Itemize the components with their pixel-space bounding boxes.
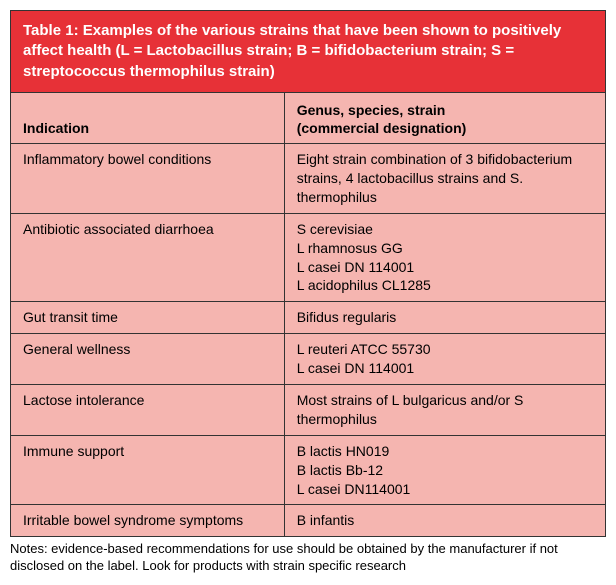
cell-indication: Immune support — [11, 435, 285, 505]
column-header-indication: Indication — [11, 92, 285, 143]
table-notes: Notes: evidence-based recommendations fo… — [10, 541, 606, 575]
table-row: Lactose intolerance Most strains of L bu… — [11, 385, 606, 436]
cell-indication: Lactose intolerance — [11, 385, 285, 436]
table-row: Immune support B lactis HN019B lactis Bb… — [11, 435, 606, 505]
cell-genus: Most strains of L bulgaricus and/or S th… — [284, 385, 605, 436]
cell-genus: S cerevisiaeL rhamnosus GGL casei DN 114… — [284, 213, 605, 302]
table-row: Antibiotic associated diarrhoea S cerevi… — [11, 213, 606, 302]
table-title: Table 1: Examples of the various strains… — [11, 11, 606, 93]
title-row: Table 1: Examples of the various strains… — [11, 11, 606, 93]
cell-genus: Bifidus regularis — [284, 302, 605, 334]
table-row: Gut transit time Bifidus regularis — [11, 302, 606, 334]
cell-genus: Eight strain combination of 3 bifidobact… — [284, 144, 605, 214]
cell-indication: Inflammatory bowel conditions — [11, 144, 285, 214]
strains-table: Table 1: Examples of the various strains… — [10, 10, 606, 537]
cell-genus: B infantis — [284, 505, 605, 537]
cell-indication: General wellness — [11, 334, 285, 385]
cell-indication: Irritable bowel syndrome symptoms — [11, 505, 285, 537]
table-row: Irritable bowel syndrome symptoms B infa… — [11, 505, 606, 537]
table-row: General wellness L reuteri ATCC 55730L c… — [11, 334, 606, 385]
column-header-genus: Genus, species, strain(commercial design… — [284, 92, 605, 143]
cell-genus: L reuteri ATCC 55730L casei DN 114001 — [284, 334, 605, 385]
header-row: Indication Genus, species, strain(commer… — [11, 92, 606, 143]
table-row: Inflammatory bowel conditions Eight stra… — [11, 144, 606, 214]
cell-indication: Gut transit time — [11, 302, 285, 334]
cell-genus: B lactis HN019B lactis Bb-12L casei DN11… — [284, 435, 605, 505]
cell-indication: Antibiotic associated diarrhoea — [11, 213, 285, 302]
